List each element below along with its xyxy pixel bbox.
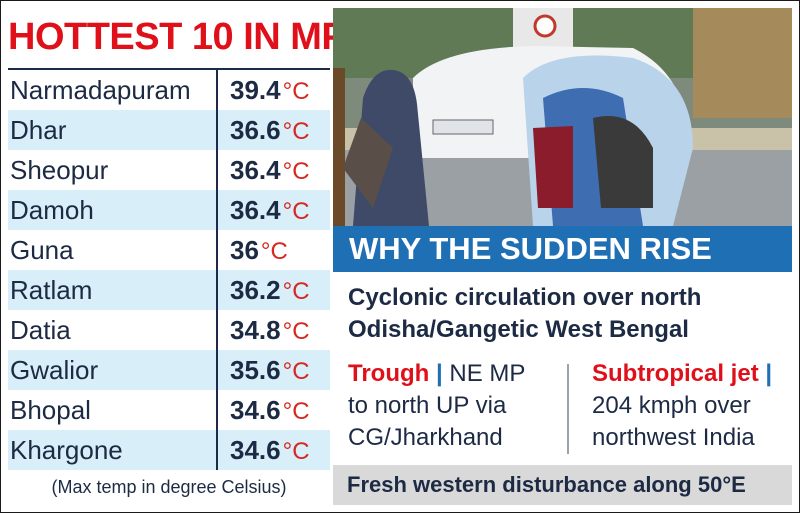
column-divider — [216, 150, 218, 190]
separator: | — [765, 360, 773, 387]
city-name: Dhar — [10, 115, 67, 145]
trough-line: Trough | NE MP — [348, 360, 526, 387]
city-name: Bhopal — [10, 395, 91, 425]
why-heading-banner: WHY THE SUDDEN RISE — [333, 226, 792, 272]
trough-heading: Trough — [348, 360, 430, 387]
column-divider — [567, 364, 569, 454]
table-row: Dhar 36.6°C — [8, 110, 330, 150]
temperature-value: 34.6°C — [230, 394, 310, 425]
table-row: Sheopur 36.4°C — [8, 150, 330, 190]
city-name: Khargone — [10, 435, 123, 465]
cyclonic-circulation-text: Cyclonic circulation over north Odisha/G… — [348, 282, 788, 346]
table-row: Ratlam 36.2°C — [8, 270, 330, 310]
jet-line: Subtropical jet | — [592, 358, 792, 390]
separator: | — [436, 360, 443, 387]
trough-info: Trough | NE MP to north UP via CG/Jharkh… — [348, 358, 558, 454]
cause-line: Cyclonic circulation over north — [348, 284, 702, 311]
temperature-unit: °C — [282, 277, 310, 305]
temperature-value: 36.6°C — [230, 114, 310, 145]
street-photo — [333, 8, 792, 226]
table-row: Bhopal 34.6°C — [8, 390, 330, 430]
city-name: Narmadapuram — [10, 75, 191, 105]
column-divider — [216, 270, 218, 310]
column-divider — [216, 110, 218, 150]
temperature-unit: °C — [282, 437, 310, 465]
table-row: Damoh 36.4°C — [8, 190, 330, 230]
table-row: Khargone 34.6°C — [8, 430, 330, 470]
temperature-value: 34.8°C — [230, 314, 310, 345]
column-divider — [216, 230, 218, 270]
table-footnote: (Max temp in degree Celsius) — [51, 477, 287, 497]
temperature-value: 36.4°C — [230, 154, 310, 185]
column-divider — [216, 310, 218, 350]
temperature-unit: °C — [282, 357, 310, 385]
temperature-value: 36.2°C — [230, 274, 310, 305]
trough-line: CG/Jharkhand — [348, 424, 503, 451]
temperature-unit: °C — [282, 77, 310, 105]
temperature-value: 35.6°C — [230, 354, 310, 385]
column-divider — [216, 190, 218, 230]
temperature-value: 36°C — [230, 234, 288, 265]
page-title: HOTTEST 10 IN MP — [8, 16, 347, 58]
street-photo-illustration — [333, 8, 792, 226]
temperature-value: 39.4°C — [230, 74, 310, 105]
table-row: Narmadapuram 39.4°C — [8, 70, 330, 110]
column-divider — [216, 70, 218, 110]
jet-line: 204 kmph over — [592, 392, 751, 419]
city-name: Sheopur — [10, 155, 109, 185]
city-name: Guna — [10, 235, 74, 265]
cause-line: Odisha/Gangetic West Bengal — [348, 316, 689, 343]
column-divider — [216, 430, 218, 470]
column-divider — [216, 390, 218, 430]
subtropical-jet-info: Subtropical jet | 204 kmph over northwes… — [592, 358, 792, 454]
temperature-unit: °C — [282, 317, 310, 345]
city-name: Datia — [10, 315, 71, 345]
jet-line: northwest India — [592, 424, 755, 451]
jet-heading: Subtropical jet — [592, 360, 759, 387]
city-name: Damoh — [10, 195, 94, 225]
temperature-unit: °C — [260, 237, 288, 265]
temperature-value: 34.6°C — [230, 434, 310, 465]
temperature-unit: °C — [282, 397, 310, 425]
table-row: Gwalior 35.6°C — [8, 350, 330, 390]
table-row: Guna 36°C — [8, 230, 330, 270]
city-name: Gwalior — [10, 355, 99, 385]
table-row: Datia 34.8°C — [8, 310, 330, 350]
hottest-cities-table: Narmadapuram 39.4°C Dhar 36.6°C Sheopur … — [8, 68, 330, 470]
city-name: Ratlam — [10, 275, 93, 305]
temperature-unit: °C — [282, 197, 310, 225]
trough-line: to north UP via — [348, 392, 507, 419]
temperature-unit: °C — [282, 117, 310, 145]
temperature-unit: °C — [282, 157, 310, 185]
temperature-value: 36.4°C — [230, 194, 310, 225]
column-divider — [216, 350, 218, 390]
western-disturbance-strip: Fresh western disturbance along 50°E — [333, 465, 792, 505]
